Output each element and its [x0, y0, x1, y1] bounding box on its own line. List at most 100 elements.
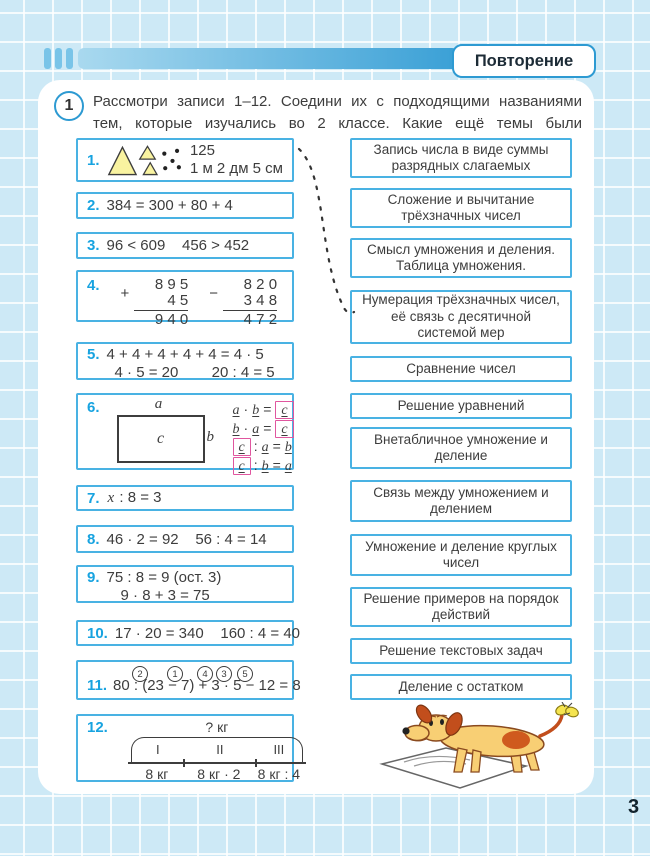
- dog-illustration: [379, 702, 579, 789]
- topic-box-12[interactable]: Деление с остатком: [350, 674, 572, 700]
- topic-label: Умножение и деление круглых чисел: [365, 538, 557, 571]
- topic-box-8[interactable]: Связь между умножением и делением: [350, 480, 572, 522]
- topic-box-10[interactable]: Решение примеров на порядок действий: [350, 587, 572, 627]
- tick-mark: [254, 759, 257, 767]
- exercise-box-9[interactable]: 9. 75 : 8 = 9 (ост. 3) 9 · 8 + 3 = 75: [76, 565, 294, 604]
- page-number: 3: [628, 796, 640, 818]
- exercise-1-content: 1. 125 1 м 2 дм 5 см: [78, 140, 292, 180]
- segment-III-value: 8 кг : 4: [257, 766, 301, 782]
- exercise-box-11[interactable]: 2 1 4 3 5 11. 80 : (23 − 7) + 3 · 5 − 12…: [76, 660, 301, 700]
- topic-label: Запись числа в виде суммы разрядных слаг…: [373, 141, 549, 174]
- equals-sign: =: [272, 456, 281, 473]
- exercise-5-number: 5.: [87, 346, 100, 363]
- eq-var: a: [252, 421, 260, 437]
- topic-label: Связь между умножением и делением: [373, 484, 549, 517]
- exercise-10-number: 10.: [87, 624, 108, 642]
- triangles-dots-icon: [107, 145, 181, 176]
- header-bar: [78, 48, 458, 69]
- eq-var: b: [232, 421, 240, 437]
- topic-box-2[interactable]: Сложение и вычитание трёхзначных чисел: [350, 188, 572, 228]
- exercise-box-7[interactable]: 7. x : 8 = 3: [76, 485, 294, 511]
- rect-side-a: a: [154, 396, 163, 412]
- rect-side-b: b: [206, 429, 215, 445]
- variable-x: x: [107, 490, 115, 506]
- equals-sign: =: [263, 419, 272, 436]
- eq-var: c: [238, 440, 245, 455]
- task-number: 1: [64, 97, 74, 114]
- exercise-8-number: 8.: [87, 530, 100, 548]
- header-bar-segment: [55, 48, 62, 69]
- eq-op: ·: [243, 419, 249, 436]
- segment-II: II: [216, 742, 224, 757]
- eq-var: b: [252, 403, 260, 418]
- order-circle-4: 3: [216, 666, 232, 682]
- exercise-box-12[interactable]: 12. ? кг I II III 8 кг 8 кг · 2 8 кг: [76, 714, 306, 782]
- subtrahend: 3 4 8: [223, 293, 278, 311]
- eq-op: :: [253, 456, 258, 473]
- topic-label: Сложение и вычитание трёхзначных чисел: [387, 191, 535, 224]
- segment-baseline: [127, 762, 306, 764]
- exercise-1-line2: 1 м 2 дм 5 см: [189, 160, 283, 177]
- exercise-6-number: 6.: [87, 399, 100, 416]
- exercise-box-1[interactable]: 1. 125 1 м 2 дм 5 см: [76, 138, 294, 182]
- sum: 9 4 0: [154, 311, 189, 328]
- topic-label: Нумерация трёхзначных чисел, её связь с …: [362, 292, 560, 341]
- exercise-box-4[interactable]: 4. + 8 9 5 4 5 9 4 0 − 8 2 0 3 4 8 4 7 2: [76, 270, 294, 328]
- exercise-2-text: 384 = 300 + 80 + 4: [106, 197, 233, 214]
- exercise-box-10[interactable]: 10. 17 · 20 = 340 160 : 4 = 40: [76, 620, 300, 646]
- eq-var: c: [238, 458, 245, 474]
- topic-box-7[interactable]: Внетабличное умножение и деление: [350, 427, 572, 469]
- exercise-box-2[interactable]: 2. 384 = 300 + 80 + 4: [76, 192, 294, 219]
- topic-box-6[interactable]: Решение уравнений: [350, 393, 572, 419]
- topic-box-4[interactable]: Нумерация трёхзначных чисел, её связь с …: [350, 290, 572, 344]
- order-circle-5: 5: [237, 666, 253, 682]
- exercise-7-number: 7.: [87, 489, 100, 507]
- addend-2: 4 5: [134, 293, 189, 311]
- exercise-box-3[interactable]: 3. 96 < 609 456 > 452: [76, 232, 294, 259]
- eq-result: c: [281, 421, 288, 437]
- exercise-7-text: : 8 = 3: [115, 489, 162, 506]
- exercise-box-5[interactable]: 5. 4 + 4 + 4 + 4 + 4 = 4 · 5 4 · 5 = 20 …: [76, 342, 294, 381]
- topic-box-3[interactable]: Смысл умножения и деления. Таблица умнож…: [350, 238, 572, 278]
- exercise-8-text: 46 · 2 = 92 56 : 4 = 14: [106, 530, 267, 548]
- exercise-9-line1: 75 : 8 = 9 (ост. 3): [106, 569, 222, 586]
- exercise-3-number: 3.: [87, 237, 100, 254]
- exercise-1-line1: 125: [189, 142, 215, 159]
- topic-label: Внетабличное умножение и деление: [374, 431, 548, 464]
- exercise-3-text: 96 < 609 456 > 452: [106, 237, 250, 254]
- order-circle-3: 4: [197, 666, 213, 682]
- segment-diagram: ? кг I II III 8 кг 8 кг · 2 8 кг : 4: [127, 719, 306, 782]
- eq-result: b: [284, 440, 292, 455]
- exercise-1-number: 1.: [87, 151, 100, 169]
- topic-box-1[interactable]: Запись числа в виде суммы разрядных слаг…: [350, 138, 572, 178]
- column-addition: + 8 9 5 4 5 9 4 0: [121, 277, 189, 328]
- exercise-box-8[interactable]: 8. 46 · 2 = 92 56 : 4 = 14: [76, 525, 294, 553]
- bracket: I II III: [127, 737, 306, 767]
- eq-op: :: [253, 438, 258, 454]
- header-bar-segment: [44, 48, 51, 69]
- eq-var: a: [261, 440, 269, 455]
- topic-label: Сравнение чисел: [406, 360, 516, 376]
- area-formulas: a · b = c b · a = c c: a = b c: b = a: [232, 401, 294, 475]
- segment-III: III: [273, 742, 285, 757]
- exercise-11-text: 80 : (23 − 7) + 3 · 5 − 12 = 8: [113, 677, 301, 694]
- segment-II-value: 8 кг · 2: [197, 766, 241, 782]
- topic-box-11[interactable]: Решение текстовых задач: [350, 638, 572, 664]
- topic-box-9[interactable]: Умножение и деление круглых чисел: [350, 534, 572, 576]
- rectangle-diagram: a c b: [115, 396, 219, 465]
- section-tab-label: Повторение: [474, 51, 574, 70]
- exercise-5-line1: 4 + 4 + 4 + 4 + 4 = 4 · 5: [106, 346, 264, 363]
- topic-label: Деление с остатком: [398, 678, 524, 694]
- task-number-badge: 1: [54, 91, 84, 121]
- eq-var: b: [261, 458, 269, 474]
- topic-label: Смысл умножения и деления. Таблица умнож…: [366, 241, 556, 274]
- rect-area-c: c: [156, 430, 165, 447]
- exercise-box-6[interactable]: 6. a c b a · b = c b · a = c c: a = b: [76, 393, 294, 475]
- addend-1: 8 9 5: [154, 276, 189, 293]
- column-subtraction: − 8 2 0 3 4 8 4 7 2: [209, 276, 278, 328]
- equals-sign: =: [263, 401, 272, 417]
- exercise-9-number: 9.: [87, 569, 100, 586]
- topic-box-5[interactable]: Сравнение чисел: [350, 356, 572, 382]
- minuend: 8 2 0: [243, 276, 278, 293]
